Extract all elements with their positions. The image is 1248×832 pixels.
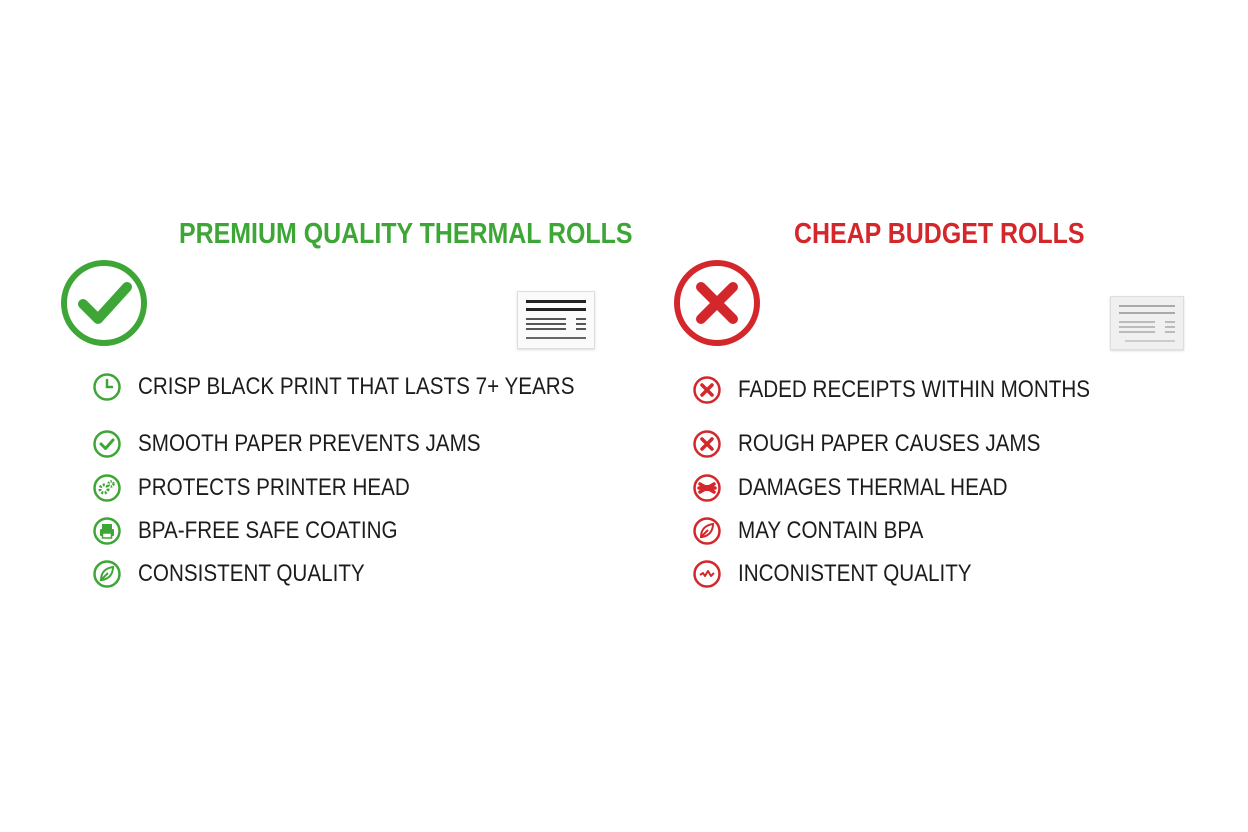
clock-icon <box>93 373 121 401</box>
gears-icon <box>93 474 121 502</box>
damaged-head-icon <box>693 474 721 502</box>
premium-item: SMOOTH PAPER PREVENTS JAMS <box>92 429 536 459</box>
wave-icon <box>693 560 721 588</box>
premium-item: BPA-FREE SAFE COATING <box>92 516 440 546</box>
leaf-icon <box>693 517 721 545</box>
item-label: INCONISTENT QUALITY <box>738 560 972 587</box>
item-label: SMOOTH PAPER PREVENTS JAMS <box>138 430 481 457</box>
item-label: MAY CONTAIN BPA <box>738 517 924 544</box>
crisp-receipt-image <box>517 291 595 349</box>
item-label: FADED RECEIPTS WITHIN MONTHS <box>738 376 1091 403</box>
printer-icon <box>93 517 121 545</box>
item-label: CONSISTENT QUALITY <box>138 560 365 587</box>
cheap-item: MAY CONTAIN BPA <box>692 516 954 546</box>
faded-receipt-image <box>1110 296 1184 350</box>
check-circle-icon <box>61 260 147 346</box>
cheap-item: INCONISTENT QUALITY <box>692 559 1010 589</box>
item-label: PROTECTS PRINTER HEAD <box>138 474 410 501</box>
item-label: DAMAGES THERMAL HEAD <box>738 474 1008 501</box>
cheap-title: CHEAP BUDGET ROLLS <box>794 218 1085 250</box>
item-label: ROUGH PAPER CAUSES JAMS <box>738 430 1041 457</box>
cheap-item: DAMAGES THERMAL HEAD <box>692 473 1051 503</box>
x-icon <box>693 430 721 458</box>
premium-item: CRISP BLACK PRINT THAT LASTS 7+ YEARS <box>92 372 646 402</box>
cheap-item: FADED RECEIPTS WITHIN MONTHS <box>692 375 1147 405</box>
cheap-item: ROUGH PAPER CAUSES JAMS <box>692 429 1090 459</box>
check-icon <box>93 430 121 458</box>
x-circle-icon <box>674 260 760 346</box>
leaf-icon <box>93 560 121 588</box>
premium-item: CONSISTENT QUALITY <box>92 559 402 589</box>
item-label: BPA-FREE SAFE COATING <box>138 517 398 544</box>
premium-title: PREMIUM QUALITY THERMAL ROLLS <box>179 218 633 250</box>
item-label: CRISP BLACK PRINT THAT LASTS 7+ YEARS <box>138 373 575 400</box>
premium-item: PROTECTS PRINTER HEAD <box>92 473 454 503</box>
x-icon <box>693 376 721 404</box>
